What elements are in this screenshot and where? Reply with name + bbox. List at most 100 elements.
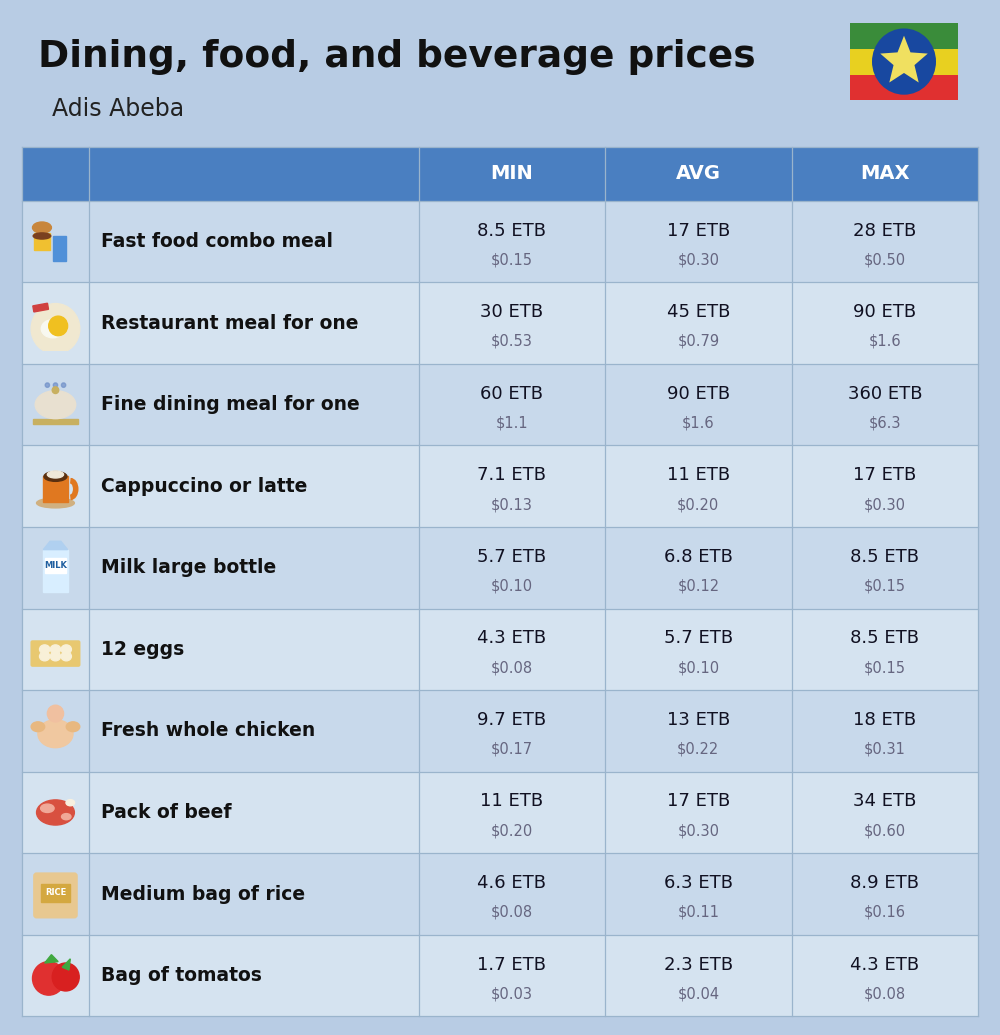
Text: 34 ETB: 34 ETB: [853, 793, 916, 810]
Text: 11 ETB: 11 ETB: [667, 466, 730, 484]
Text: 90 ETB: 90 ETB: [853, 303, 916, 321]
Ellipse shape: [33, 233, 51, 239]
Text: Medium bag of rice: Medium bag of rice: [101, 885, 305, 904]
Text: $0.31: $0.31: [864, 742, 906, 757]
Bar: [34, 233, 50, 250]
Text: $0.15: $0.15: [491, 253, 533, 267]
Text: $0.10: $0.10: [491, 579, 533, 594]
Text: $0.50: $0.50: [864, 253, 906, 267]
Text: 8.5 ETB: 8.5 ETB: [850, 629, 919, 647]
Text: AVG: AVG: [676, 165, 721, 183]
Text: Dining, food, and beverage prices: Dining, food, and beverage prices: [38, 39, 756, 76]
Text: 7.1 ETB: 7.1 ETB: [477, 466, 546, 484]
Text: 8.5 ETB: 8.5 ETB: [477, 221, 546, 239]
Ellipse shape: [37, 498, 74, 508]
Text: 90 ETB: 90 ETB: [667, 385, 730, 403]
Text: Pack of beef: Pack of beef: [101, 803, 231, 822]
Ellipse shape: [38, 719, 73, 747]
Text: 1.7 ETB: 1.7 ETB: [477, 955, 546, 974]
Text: 6.3 ETB: 6.3 ETB: [664, 874, 733, 892]
Text: 18 ETB: 18 ETB: [853, 711, 916, 729]
Circle shape: [53, 383, 58, 387]
Text: $0.60: $0.60: [864, 823, 906, 838]
Text: $0.15: $0.15: [864, 660, 906, 675]
Text: $0.16: $0.16: [864, 905, 906, 920]
Polygon shape: [62, 958, 70, 970]
Text: $0.53: $0.53: [491, 334, 533, 349]
Circle shape: [31, 303, 80, 354]
Text: $0.30: $0.30: [677, 253, 719, 267]
Text: Fresh whole chicken: Fresh whole chicken: [101, 721, 315, 740]
Bar: [53, 236, 66, 261]
Ellipse shape: [62, 814, 71, 820]
Text: 4.3 ETB: 4.3 ETB: [477, 629, 547, 647]
Text: $0.20: $0.20: [677, 497, 719, 512]
Ellipse shape: [50, 645, 61, 654]
Text: 17 ETB: 17 ETB: [667, 793, 730, 810]
Text: $0.08: $0.08: [864, 986, 906, 1002]
FancyBboxPatch shape: [31, 641, 80, 667]
Text: 17 ETB: 17 ETB: [667, 221, 730, 239]
Text: $0.17: $0.17: [491, 742, 533, 757]
Text: 360 ETB: 360 ETB: [848, 385, 922, 403]
Ellipse shape: [40, 645, 50, 654]
Ellipse shape: [40, 652, 50, 660]
Ellipse shape: [66, 721, 80, 732]
Bar: [41, 884, 70, 903]
Text: 28 ETB: 28 ETB: [853, 221, 916, 239]
Text: Cappuccino or latte: Cappuccino or latte: [101, 477, 307, 496]
Ellipse shape: [44, 472, 67, 481]
Text: $1.1: $1.1: [496, 415, 528, 431]
Text: $1.6: $1.6: [868, 334, 901, 349]
Bar: [43, 550, 68, 592]
Text: Adis Abeba: Adis Abeba: [52, 97, 184, 121]
Text: 5.7 ETB: 5.7 ETB: [477, 548, 547, 566]
Text: RICE: RICE: [45, 888, 66, 897]
Text: 4.6 ETB: 4.6 ETB: [477, 874, 546, 892]
Ellipse shape: [61, 652, 71, 660]
Text: $6.3: $6.3: [869, 415, 901, 431]
Text: 17 ETB: 17 ETB: [853, 466, 916, 484]
Text: Fast food combo meal: Fast food combo meal: [101, 232, 333, 252]
Circle shape: [33, 962, 65, 996]
Text: $0.13: $0.13: [491, 497, 533, 512]
Text: 5.7 ETB: 5.7 ETB: [664, 629, 733, 647]
Text: $0.08: $0.08: [491, 905, 533, 920]
Text: $0.20: $0.20: [491, 823, 533, 838]
Polygon shape: [43, 541, 68, 550]
Text: MIN: MIN: [491, 165, 533, 183]
Ellipse shape: [37, 800, 74, 825]
Circle shape: [47, 705, 64, 722]
Ellipse shape: [41, 804, 54, 812]
Text: 12 eggs: 12 eggs: [101, 640, 184, 659]
Circle shape: [52, 963, 79, 990]
Bar: [43, 476, 68, 502]
Ellipse shape: [41, 320, 64, 337]
Circle shape: [49, 316, 68, 335]
Circle shape: [50, 317, 67, 335]
Ellipse shape: [66, 800, 75, 806]
Text: Bag of tomatos: Bag of tomatos: [101, 966, 262, 985]
Text: 8.5 ETB: 8.5 ETB: [850, 548, 919, 566]
Text: $0.30: $0.30: [864, 497, 906, 512]
Text: 13 ETB: 13 ETB: [667, 711, 730, 729]
Polygon shape: [45, 954, 58, 963]
Text: $0.04: $0.04: [677, 986, 719, 1002]
Text: $0.11: $0.11: [677, 905, 719, 920]
Text: 8.9 ETB: 8.9 ETB: [850, 874, 919, 892]
Text: Restaurant meal for one: Restaurant meal for one: [101, 314, 358, 332]
Text: 45 ETB: 45 ETB: [667, 303, 730, 321]
Text: $0.03: $0.03: [491, 986, 533, 1002]
Text: 9.7 ETB: 9.7 ETB: [477, 711, 547, 729]
Text: $0.30: $0.30: [677, 823, 719, 838]
Text: 30 ETB: 30 ETB: [480, 303, 544, 321]
Text: 11 ETB: 11 ETB: [480, 793, 544, 810]
Text: $0.79: $0.79: [677, 334, 719, 349]
Ellipse shape: [35, 391, 76, 419]
Text: MAX: MAX: [860, 165, 910, 183]
Circle shape: [52, 387, 59, 393]
Bar: [33, 419, 78, 424]
Text: $0.10: $0.10: [677, 660, 719, 675]
Text: $1.6: $1.6: [682, 415, 715, 431]
Ellipse shape: [31, 721, 45, 732]
